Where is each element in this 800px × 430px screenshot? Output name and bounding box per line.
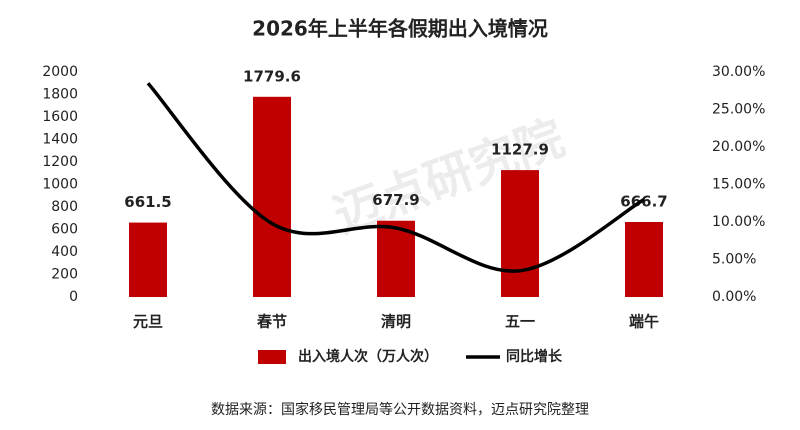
- y2-tick-label: 5.00%: [712, 252, 756, 268]
- bar: [625, 221, 663, 297]
- y2-tick-label: 30.00%: [712, 64, 765, 80]
- line: [146, 82, 645, 273]
- x-tick-label: 端午: [629, 313, 659, 331]
- legend-label: 出入境人次（万人次）: [298, 348, 438, 365]
- y-tick-label: 0: [69, 289, 78, 305]
- y-tick-label: 1800: [42, 87, 78, 103]
- data-label: 661.5: [124, 193, 171, 211]
- y-tick-label: 2000: [42, 64, 78, 80]
- data-label: 1127.9: [491, 141, 549, 159]
- x-tick-label: 清明: [381, 313, 411, 331]
- y2-tick-label: 25.00%: [712, 102, 765, 118]
- y-tick-label: 600: [51, 222, 78, 238]
- legend-label: 同比增长: [506, 348, 563, 365]
- x-tick-label: 春节: [257, 313, 287, 331]
- x-tick-label: 元旦: [133, 313, 163, 331]
- y-tick-label: 1400: [42, 132, 78, 148]
- legend-swatch: [258, 350, 286, 364]
- bar: [253, 96, 291, 297]
- y2-tick-label: 0.00%: [712, 289, 756, 305]
- y2-tick-label: 15.00%: [712, 177, 765, 193]
- y-tick-label: 400: [51, 244, 78, 260]
- y-tick-label: 200: [51, 267, 78, 283]
- y2-tick-label: 20.00%: [712, 139, 765, 155]
- bar: [377, 220, 415, 297]
- y-tick-label: 1000: [42, 177, 78, 193]
- data-label: 1779.6: [243, 67, 301, 85]
- y2-tick-label: 10.00%: [712, 214, 765, 230]
- chart-title: 2026年上半年各假期出入境情况: [252, 17, 548, 41]
- y-tick-label: 1200: [42, 154, 78, 170]
- data-label: 677.9: [372, 191, 419, 209]
- source-note: 数据来源：国家移民管理局等公开数据资料，迈点研究院整理: [211, 401, 589, 418]
- y-tick-label: 1600: [42, 109, 78, 125]
- bar: [501, 170, 539, 297]
- y-tick-label: 800: [51, 199, 78, 215]
- x-tick-label: 五一: [505, 313, 535, 331]
- bar: [129, 222, 167, 297]
